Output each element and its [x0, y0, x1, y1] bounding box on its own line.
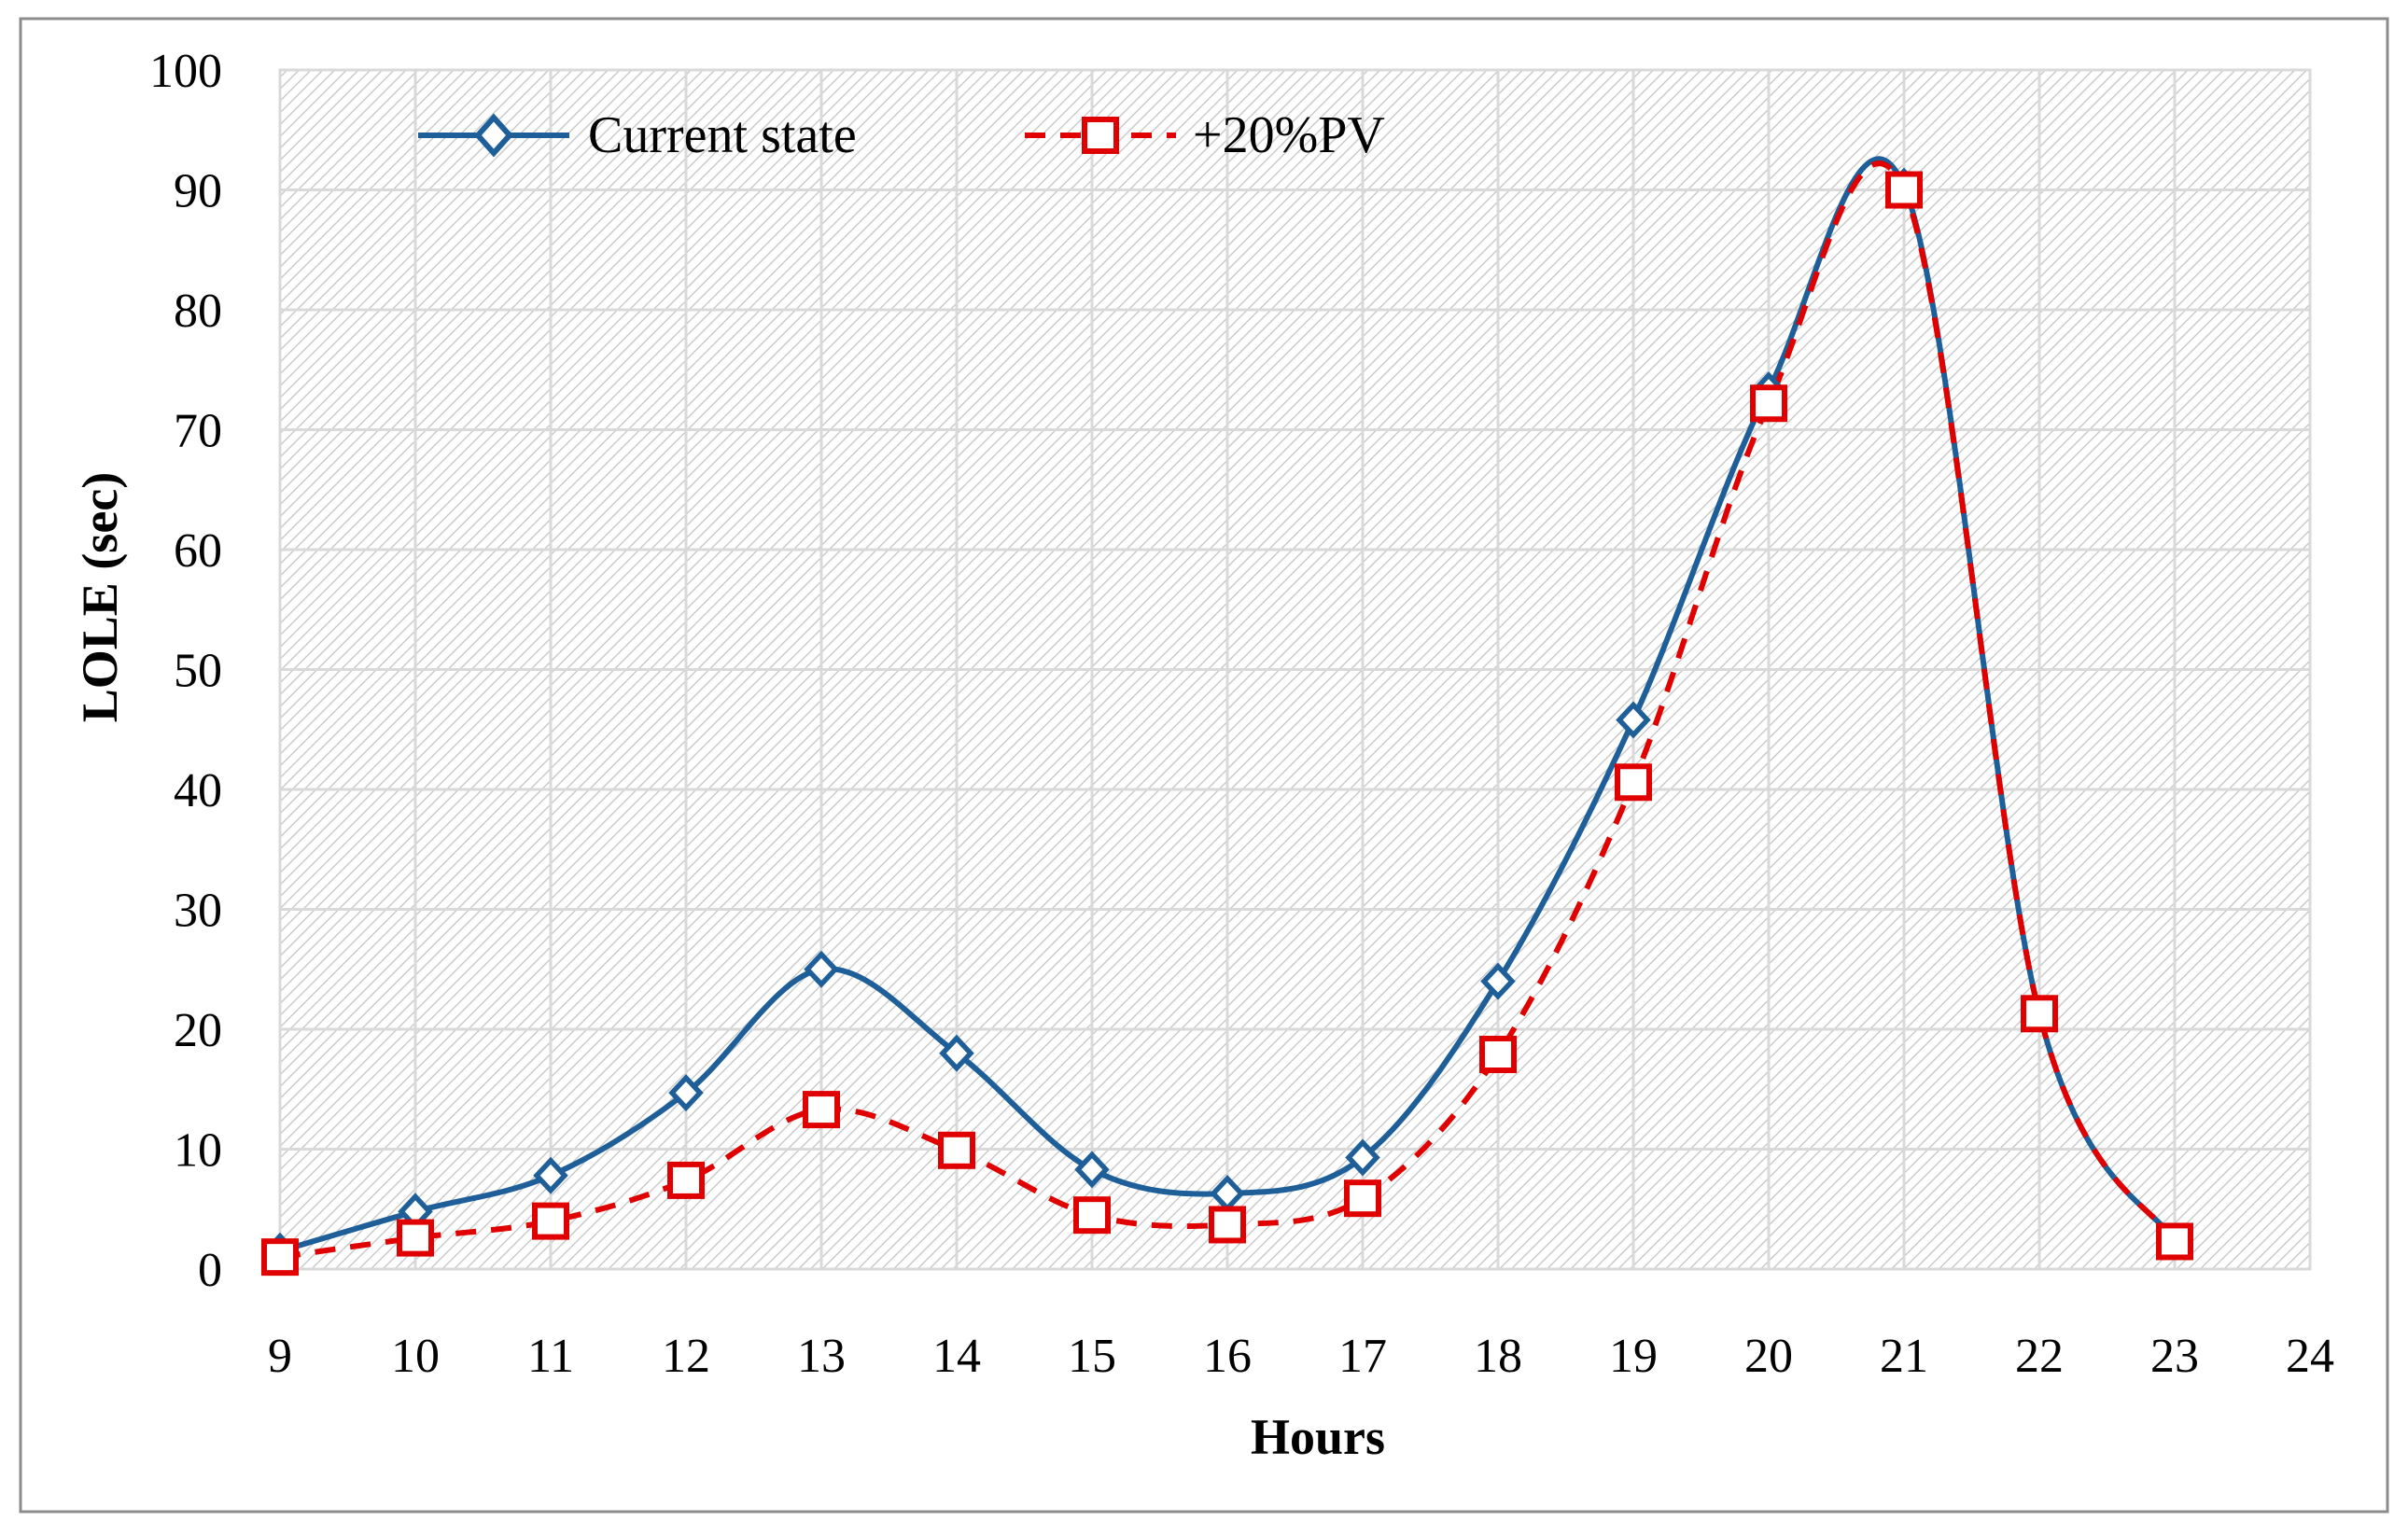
legend-label-current-state: Current state: [588, 106, 857, 164]
y-tick-label: 60: [174, 524, 222, 578]
y-tick-label: 0: [198, 1244, 222, 1297]
plus-20-pv-point: [1073, 1196, 1111, 1235]
x-axis-title: Hours: [1251, 1409, 1385, 1465]
plus-20-pv-point: [1885, 171, 1923, 209]
plus-20-pv-point: [803, 1091, 840, 1129]
y-tick-label: 90: [174, 165, 222, 218]
current-state-point: [668, 1074, 704, 1112]
legend: Current state +20%PV: [418, 106, 1385, 164]
current-state-point: [533, 1156, 568, 1194]
y-tick-label: 70: [174, 405, 222, 458]
x-tick-label: 19: [1609, 1330, 1658, 1383]
legend-marker-current-state: [473, 113, 514, 158]
x-tick-label: 18: [1474, 1330, 1522, 1383]
y-axis-title: LOLE (sec): [72, 472, 128, 722]
x-tick-label: 16: [1203, 1330, 1252, 1383]
gridlines: [278, 68, 2312, 1271]
current-state-point: [1345, 1138, 1380, 1177]
x-axis-ticks: 9 10 11 12 13 14 15 16 17 18 19 20 21 22 23 24: [268, 1330, 2334, 1383]
x-tick-label: 20: [1744, 1330, 1793, 1383]
x-tick-label: 12: [662, 1330, 710, 1383]
legend-item-plus-20-pv: +20%PV: [1025, 106, 1385, 164]
x-tick-label: 10: [391, 1330, 440, 1383]
legend-marker-plus-20-pv: [1082, 117, 1119, 154]
y-tick-label: 100: [149, 45, 222, 98]
series-markers: [261, 167, 2193, 1277]
legend-label-plus-20-pv: +20%PV: [1193, 106, 1385, 164]
y-tick-label: 50: [174, 645, 222, 698]
plus-20-pv-point: [397, 1219, 434, 1257]
plus-20-pv-point: [1750, 384, 1787, 423]
x-tick-label: 23: [2150, 1330, 2199, 1383]
series-line-0: [279, 156, 2177, 1254]
plus-20-pv-point: [2021, 995, 2058, 1033]
plus-20-pv-point: [532, 1202, 569, 1240]
plus-20-pv-point: [1344, 1179, 1381, 1218]
current-state-point: [939, 1034, 974, 1072]
y-tick-label: 30: [174, 885, 222, 938]
current-state-point: [1074, 1151, 1110, 1189]
legend-item-current-state: Current state: [418, 106, 857, 164]
x-tick-label: 13: [797, 1330, 846, 1383]
x-tick-label: 14: [932, 1330, 981, 1383]
plus-20-pv-point: [938, 1131, 975, 1169]
current-state-point: [1616, 701, 1651, 739]
current-state-point: [804, 950, 839, 988]
plus-20-pv-point: [261, 1238, 299, 1277]
x-tick-label: 24: [2286, 1330, 2334, 1383]
plus-20-pv-point: [1479, 1035, 1517, 1073]
y-axis-ticks: 0 10 20 30 40 50 60 70 80 90 100: [149, 45, 222, 1297]
x-tick-label: 17: [1338, 1330, 1387, 1383]
y-tick-label: 40: [174, 764, 222, 817]
y-tick-label: 10: [174, 1124, 222, 1178]
x-tick-label: 21: [1880, 1330, 1928, 1383]
x-tick-label: 15: [1068, 1330, 1116, 1383]
plus-20-pv-point: [1615, 763, 1652, 802]
x-tick-label: 11: [527, 1330, 574, 1383]
plus-20-pv-point: [667, 1161, 705, 1199]
plus-20-pv-point: [1209, 1206, 1246, 1244]
current-state-point: [1480, 962, 1516, 1000]
x-tick-label: 9: [268, 1330, 292, 1383]
y-tick-label: 80: [174, 285, 222, 338]
y-tick-label: 20: [174, 1004, 222, 1057]
x-tick-label: 22: [2015, 1330, 2064, 1383]
plus-20-pv-point: [2156, 1222, 2193, 1261]
